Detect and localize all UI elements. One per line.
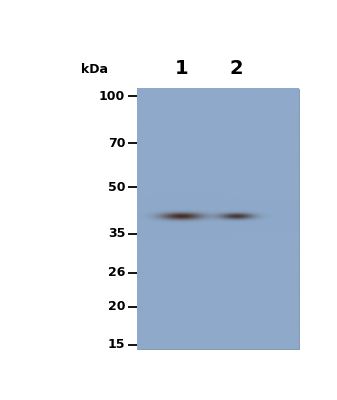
Text: 50: 50 bbox=[108, 180, 125, 194]
Text: 2: 2 bbox=[230, 58, 244, 78]
FancyBboxPatch shape bbox=[137, 89, 299, 349]
Text: 26: 26 bbox=[108, 266, 125, 279]
Text: 100: 100 bbox=[99, 90, 125, 103]
Text: 35: 35 bbox=[108, 227, 125, 240]
Text: 70: 70 bbox=[108, 136, 125, 150]
Text: 15: 15 bbox=[108, 338, 125, 351]
Text: 1: 1 bbox=[175, 58, 189, 78]
Text: kDa: kDa bbox=[81, 63, 108, 76]
Text: 20: 20 bbox=[108, 300, 125, 314]
